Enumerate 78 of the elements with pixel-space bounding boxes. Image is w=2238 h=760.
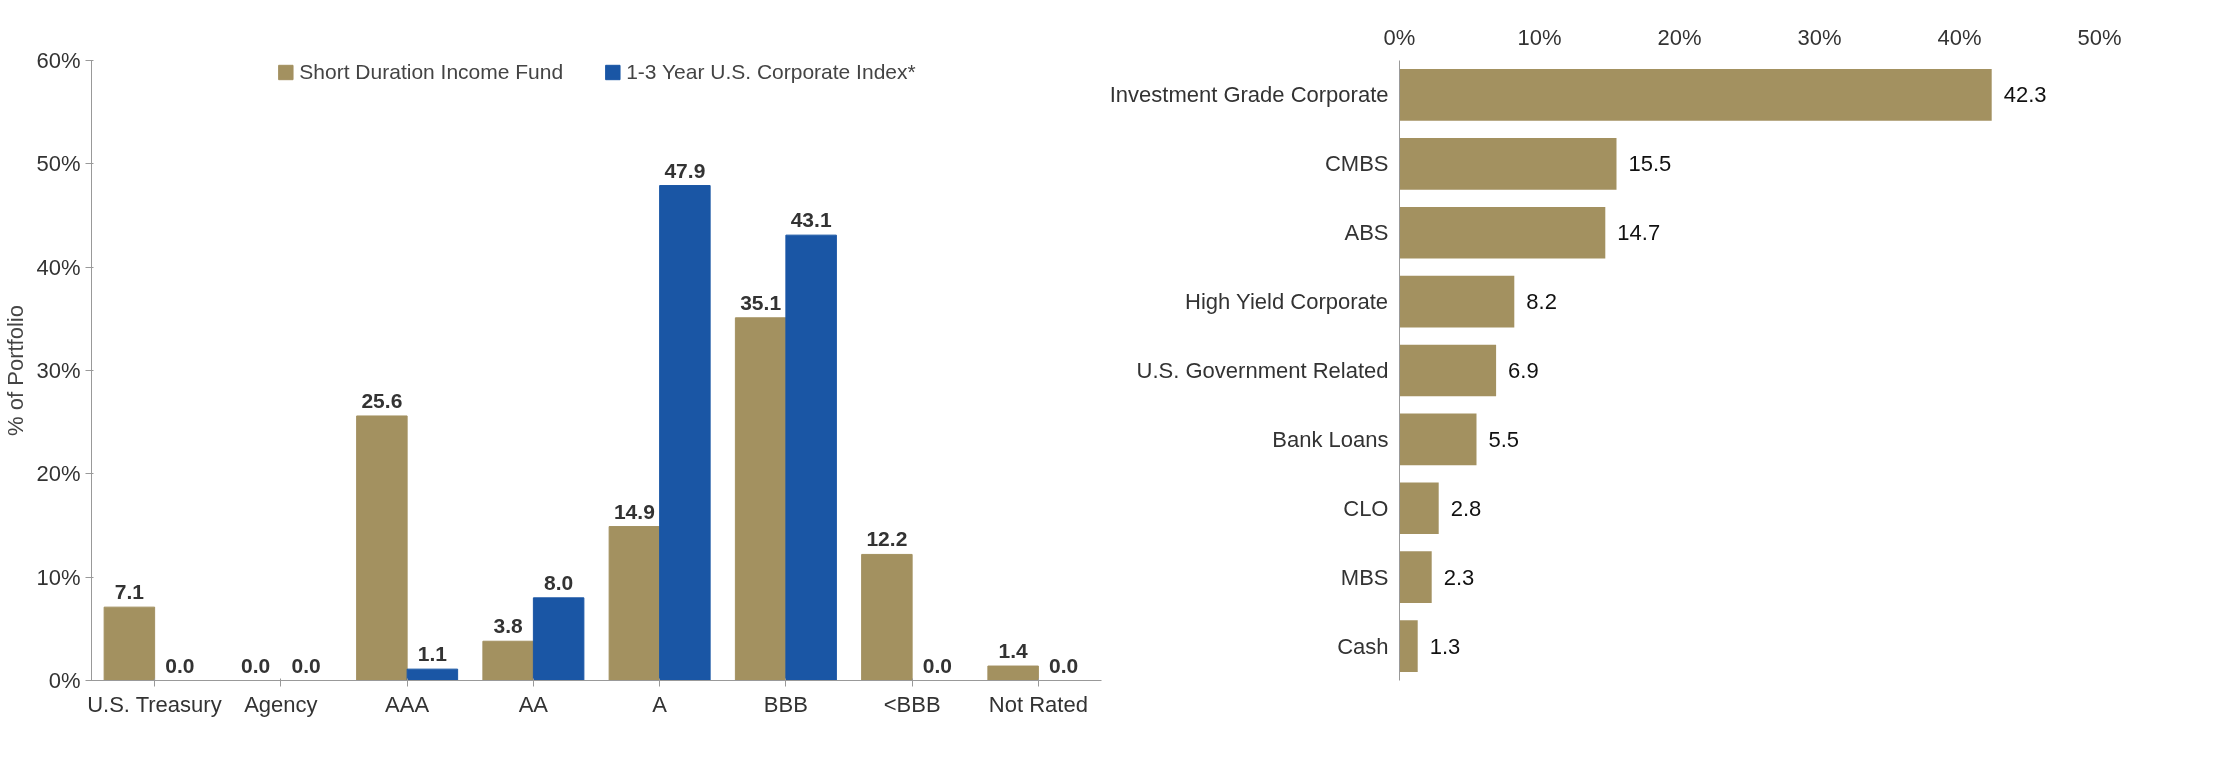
bar [608,526,661,681]
data-label: 12.2 [866,527,908,551]
y-tick-label: Bank Loans [1272,426,1389,452]
y-tick-label: 0% [48,668,81,693]
legend-label: Short Duration Income Fund [299,60,564,84]
data-label: 8.0 [544,570,574,594]
x-tick-label: AAA [385,691,430,717]
data-label: 1.4 [998,639,1029,663]
data-label: 5.5 [1488,426,1520,452]
y-tick-label: MBS [1340,564,1389,590]
x-tick-label: Not Rated [988,691,1088,717]
y-tick-label: High Yield Corporate [1185,289,1389,315]
x-tick-label: 10% [1517,24,1562,50]
data-label: 6.9 [1508,358,1539,383]
data-label: 42.3 [2003,82,2047,108]
data-label: 14.9 [613,499,655,523]
bar [1399,344,1497,397]
legend-label: 1-3 Year U.S. Corporate Index* [626,60,916,84]
x-tick-label: 40% [1937,24,1982,50]
data-label: 2.3 [1443,564,1475,590]
data-label: 43.1 [790,208,832,232]
y-tick-label: Investment Grade Corporate [1109,82,1389,108]
data-label: 47.9 [664,158,706,182]
y-tick-label: 10% [36,564,81,590]
bar [785,234,837,681]
data-label: 1.1 [417,642,448,666]
bar [1399,206,1606,259]
bar [103,606,156,681]
y-tick-label: 30% [36,358,81,383]
y-axis-title: % of Portfolio [3,305,29,436]
data-label: 0.0 [1049,653,1079,677]
data-label: 0.0 [922,653,952,677]
x-tick-label: Agency [244,691,318,717]
data-label: 0.0 [241,653,271,677]
bar [356,415,408,681]
data-label: 3.8 [493,614,524,638]
bar [1399,620,1418,672]
x-tick-label: U.S. Treasury [87,691,222,717]
bar [1399,69,1992,121]
x-tick-label: 0% [1383,24,1416,50]
y-tick-label: ABS [1344,220,1389,246]
bar [406,668,459,681]
y-tick-label: 60% [36,48,81,73]
bar [734,317,787,681]
data-label: 25.6 [361,388,403,412]
x-tick-label: 30% [1797,24,1842,50]
x-tick-label: <BBB [883,691,941,717]
bar [532,597,585,681]
data-label: 0.0 [291,653,321,677]
y-tick-label: CMBS [1324,151,1389,177]
data-label: 15.5 [1628,151,1672,177]
y-tick-label: 50% [36,151,81,177]
x-tick-label: BBB [763,691,808,717]
bar [1399,482,1439,535]
data-label: 0.0 [165,653,195,677]
bar [987,665,1039,681]
data-label: 35.1 [740,290,782,314]
data-label: 1.3 [1429,633,1461,659]
bar [1399,138,1617,190]
bar [482,640,534,681]
y-tick-label: U.S. Government Related [1136,358,1389,383]
x-tick-label: 20% [1657,24,1702,50]
y-tick-label: CLO [1343,495,1389,521]
y-tick-label: Cash [1337,633,1389,659]
bar [659,185,711,681]
data-label: 2.8 [1450,495,1482,521]
y-tick-label: 20% [36,461,81,487]
y-tick-label: 40% [36,254,81,280]
bar [861,553,913,681]
bar [1399,275,1515,328]
data-label: 7.1 [114,580,145,604]
data-label: 8.2 [1526,289,1557,315]
x-tick-label: 50% [2077,24,2122,50]
bar [1399,551,1432,603]
bar [1399,413,1477,466]
data-label: 14.7 [1617,220,1661,246]
x-tick-label: A [652,691,668,717]
x-tick-label: AA [518,691,549,717]
